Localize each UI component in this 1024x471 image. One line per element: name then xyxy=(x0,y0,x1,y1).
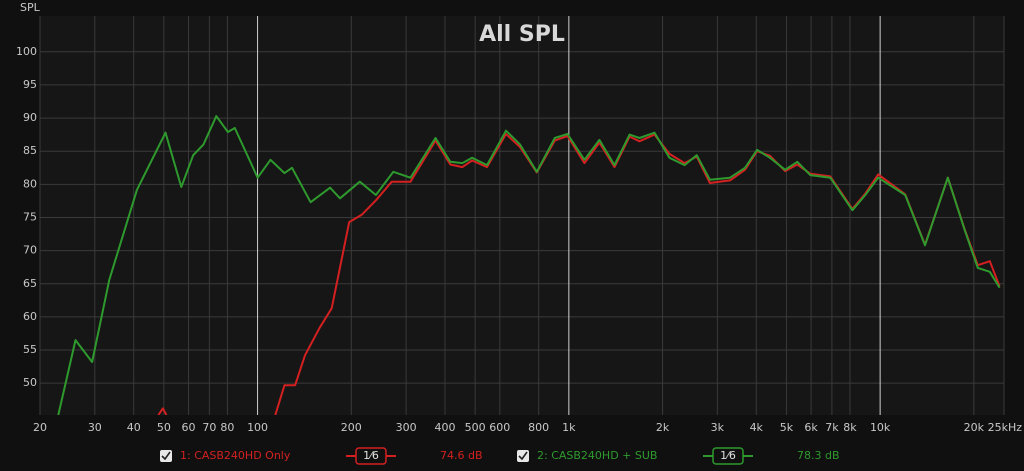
x-tick-label: 7k xyxy=(825,421,839,434)
checkmark xyxy=(518,451,528,461)
checkmark xyxy=(161,451,171,461)
x-tick-label: 3k xyxy=(711,421,725,434)
x-tick-label: 60 xyxy=(182,421,196,434)
x-tick-label: 30 xyxy=(88,421,102,434)
y-tick-label: 100 xyxy=(16,45,37,58)
y-tick-label: 75 xyxy=(23,210,37,223)
y-tick-label: 60 xyxy=(23,310,37,323)
x-tick-label: 600 xyxy=(489,421,510,434)
x-tick-label: 1k xyxy=(562,421,576,434)
x-tick-label: 10k xyxy=(870,421,891,434)
x-tick-label: 5k xyxy=(780,421,794,434)
labels: 50 55 60 65 70 75 80 85 90 95 100 20 30 40 50 60 70 80 100… xyxy=(16,45,1022,434)
legend: 1: CASB240HD Only 1⁄6 74.6 dB 2: CASB240HD … xyxy=(160,447,840,465)
x-tick-label: 400 xyxy=(434,421,455,434)
x-tick-label: 6k xyxy=(804,421,818,434)
x-tick-label: 80 xyxy=(220,421,234,434)
level-label: 78.3 dB xyxy=(797,449,840,462)
smoothing-box[interactable] xyxy=(712,447,744,465)
x-tick-label: 2k xyxy=(656,421,670,434)
x-tick-label: 200 xyxy=(341,421,362,434)
grid xyxy=(39,16,1005,415)
y-tick-label: 80 xyxy=(23,177,37,190)
x-tick-label: 800 xyxy=(528,421,549,434)
x-tick-label: 25kHz xyxy=(988,421,1023,434)
x-tick-label: 70 xyxy=(202,421,216,434)
smoothing-label: 1⁄6 xyxy=(720,449,736,462)
smoothing-box[interactable] xyxy=(355,447,387,465)
y-axis-label: SPL xyxy=(20,1,41,14)
x-tick-label: 8k xyxy=(843,421,857,434)
y-tick-label: 55 xyxy=(23,343,37,356)
legend-label: 1: CASB240HD Only xyxy=(180,449,291,462)
x-tick-label: 4k xyxy=(750,421,764,434)
legend-checkbox[interactable] xyxy=(160,450,172,462)
smoothing-label: 1⁄6 xyxy=(363,449,379,462)
x-tick-label: 20k xyxy=(964,421,985,434)
x-tick-label: 40 xyxy=(127,421,141,434)
legend-checkbox[interactable] xyxy=(517,450,529,462)
x-tick-label: 20 xyxy=(33,421,47,434)
y-tick-label: 95 xyxy=(23,78,37,91)
level-label: 74.6 dB xyxy=(440,449,483,462)
x-tick-label: 500 xyxy=(465,421,486,434)
y-tick-label: 85 xyxy=(23,144,37,157)
x-tick-label: 100 xyxy=(247,421,268,434)
y-tick-label: 65 xyxy=(23,277,37,290)
chart-title: All SPL xyxy=(479,22,565,47)
series-line xyxy=(57,115,1001,415)
plot-area xyxy=(40,16,1004,415)
x-tick-label: 300 xyxy=(396,421,417,434)
curves xyxy=(57,115,1001,415)
x-tick-label: 50 xyxy=(157,421,171,434)
y-tick-label: 50 xyxy=(23,376,37,389)
legend-label: 2: CASB240HD + SUB xyxy=(537,449,657,462)
y-tick-label: 90 xyxy=(23,111,37,124)
y-tick-label: 70 xyxy=(23,244,37,257)
